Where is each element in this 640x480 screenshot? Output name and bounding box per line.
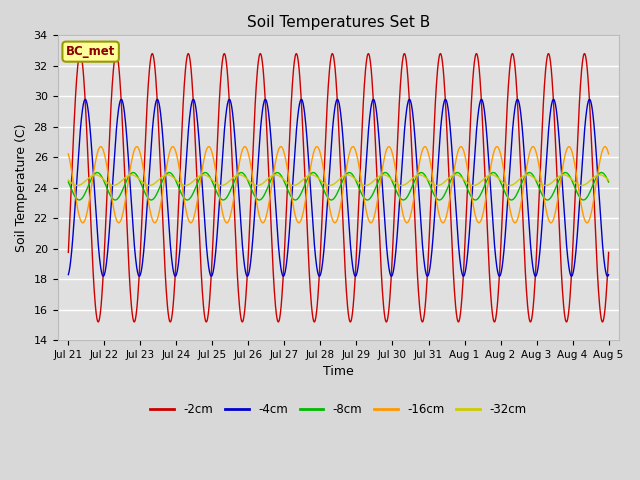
Legend: -2cm, -4cm, -8cm, -16cm, -32cm: -2cm, -4cm, -8cm, -16cm, -32cm: [146, 398, 531, 420]
Title: Soil Temperatures Set B: Soil Temperatures Set B: [247, 15, 430, 30]
X-axis label: Time: Time: [323, 365, 354, 379]
Y-axis label: Soil Temperature (C): Soil Temperature (C): [15, 123, 28, 252]
Text: BC_met: BC_met: [66, 45, 115, 58]
